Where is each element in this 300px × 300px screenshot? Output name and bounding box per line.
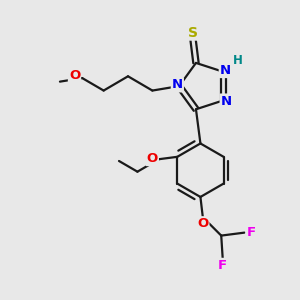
Text: O: O bbox=[147, 152, 158, 165]
Text: O: O bbox=[197, 217, 208, 230]
Text: O: O bbox=[69, 69, 80, 82]
Text: N: N bbox=[172, 78, 183, 92]
Text: N: N bbox=[220, 94, 232, 107]
Text: F: F bbox=[218, 259, 227, 272]
Text: S: S bbox=[188, 26, 198, 40]
Text: N: N bbox=[220, 64, 231, 77]
Text: F: F bbox=[246, 226, 256, 239]
Text: H: H bbox=[232, 54, 242, 67]
